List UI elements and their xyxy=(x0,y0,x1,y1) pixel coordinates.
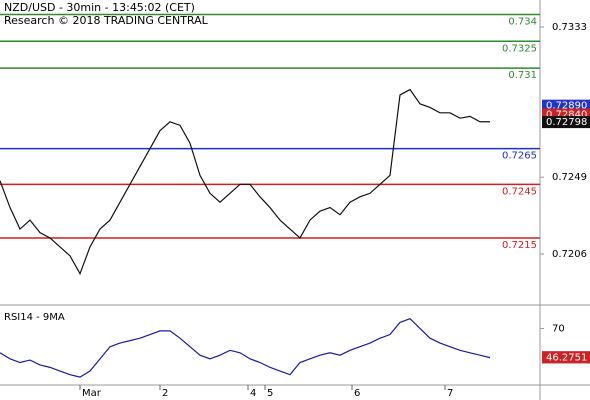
y-tick-label: 70 xyxy=(552,323,565,334)
level-label: 0.7265 xyxy=(502,151,537,162)
y-tick-label: 0.7249 xyxy=(552,172,587,183)
price-tag-label: 0.72840 xyxy=(546,110,587,121)
x-tick-label: 4 xyxy=(250,388,256,399)
chart-subtitle: Research © 2018 TRADING CENTRAL xyxy=(4,14,209,27)
y-tick-label: 0.7333 xyxy=(552,22,587,33)
level-label: 0.7325 xyxy=(502,43,537,54)
level-label: 0.731 xyxy=(508,70,537,81)
price-tag-label: 0.72798 xyxy=(546,117,587,128)
x-tick-label: 2 xyxy=(162,388,168,399)
price-line xyxy=(0,318,491,378)
x-tick-label: 7 xyxy=(447,388,453,399)
y-tick-label: 0.7206 xyxy=(552,249,587,260)
level-label: 0.7245 xyxy=(502,186,537,197)
level-label: 0.734 xyxy=(508,16,537,27)
price-tag-label: 0.72890 xyxy=(546,101,587,112)
x-tick-label: 6 xyxy=(354,388,360,399)
level-label: 0.7215 xyxy=(502,240,537,251)
price-tag xyxy=(542,116,590,129)
price-tag xyxy=(542,351,590,364)
price-tag-label: 46.2751 xyxy=(546,352,587,363)
chart-title: NZD/USD - 30min - 13:45:02 (CET) xyxy=(4,1,195,14)
x-tick-label: 5 xyxy=(267,388,273,399)
x-tick-label: Mar xyxy=(82,388,102,399)
price-line xyxy=(0,88,490,276)
panel-title: RSI14 - 9MA xyxy=(4,312,65,323)
